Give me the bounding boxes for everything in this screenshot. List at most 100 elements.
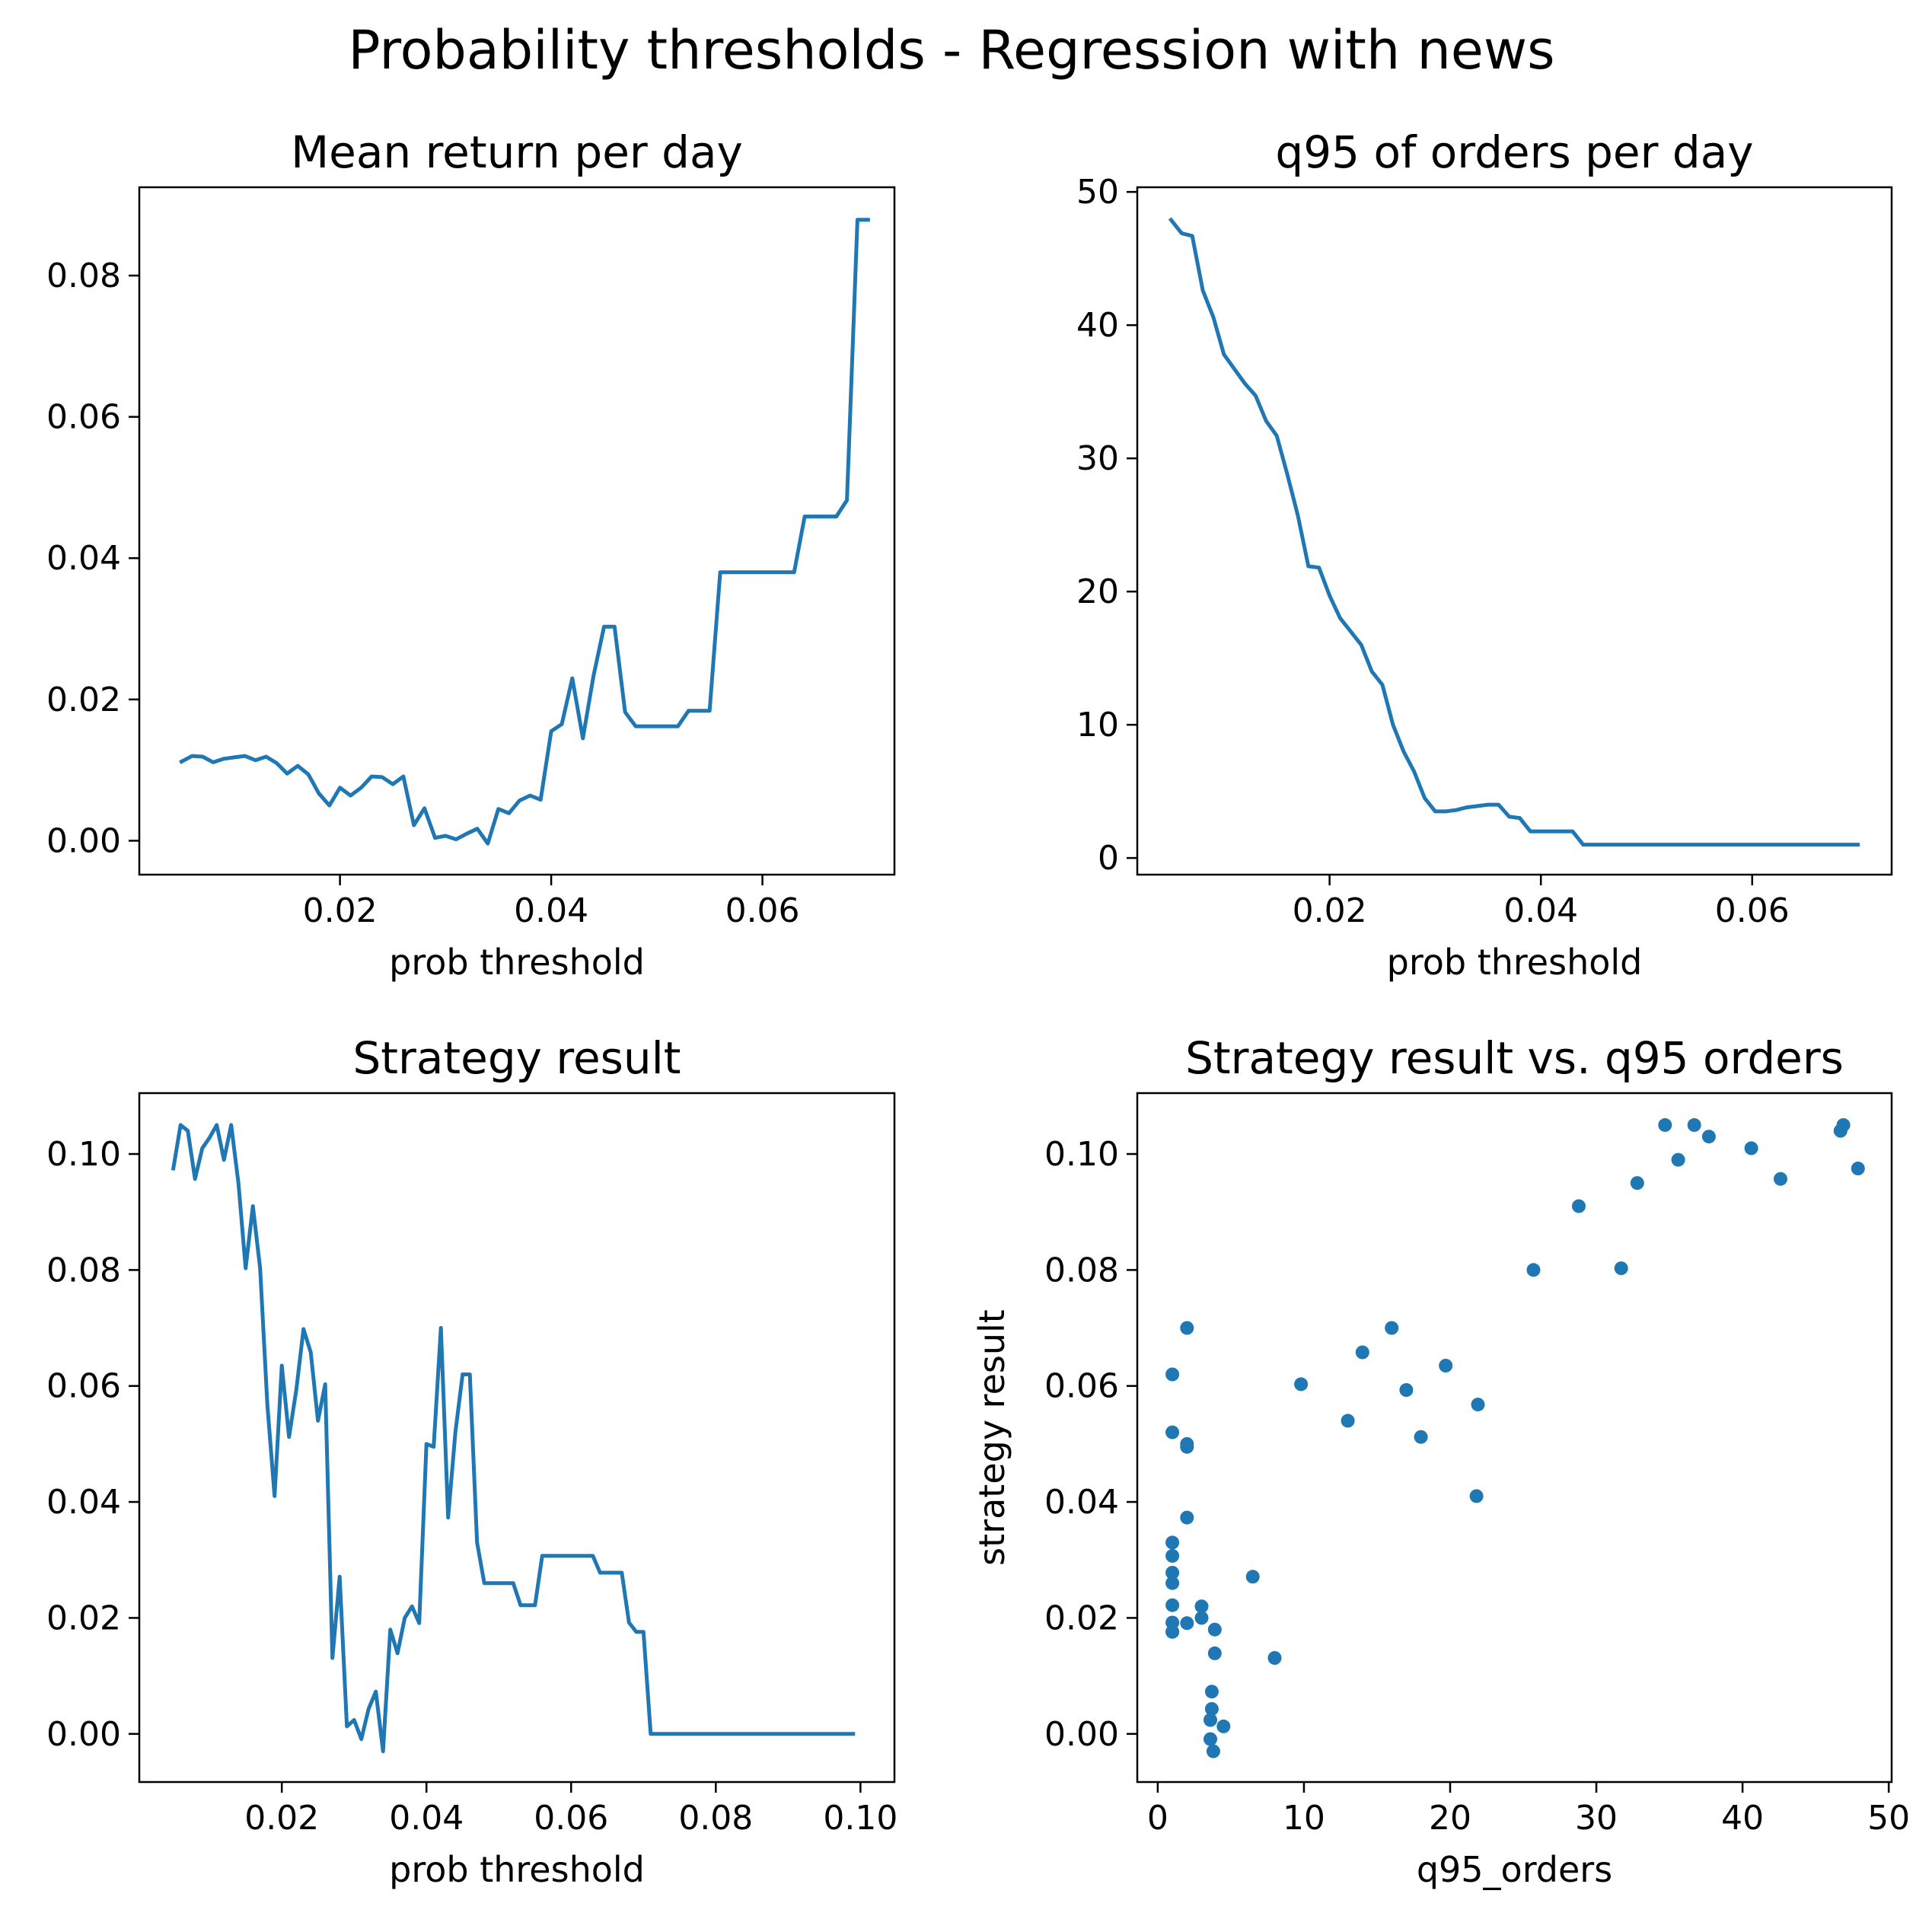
y-tick-label: 40 bbox=[1076, 306, 1119, 345]
scatter-point bbox=[1216, 1719, 1231, 1733]
scatter-point bbox=[1614, 1261, 1628, 1276]
x-tick-label: 10 bbox=[1283, 1799, 1325, 1838]
scatter-point bbox=[1341, 1414, 1355, 1428]
y-tick-label: 50 bbox=[1076, 173, 1119, 212]
chart-title: Strategy result bbox=[352, 1032, 681, 1084]
x-axis-label: prob threshold bbox=[1387, 942, 1643, 983]
scatter-point bbox=[1207, 1622, 1222, 1637]
x-tick-label: 40 bbox=[1721, 1799, 1764, 1838]
scatter-point bbox=[1671, 1152, 1685, 1167]
x-tick-label: 0.10 bbox=[823, 1799, 897, 1838]
y-tick-label: 30 bbox=[1076, 439, 1119, 478]
y-tick-label: 0.06 bbox=[46, 1367, 121, 1406]
scatter-point bbox=[1165, 1425, 1180, 1439]
x-tick-label: 0.04 bbox=[1503, 891, 1578, 930]
scatter-point bbox=[1526, 1263, 1541, 1277]
scatter-point bbox=[1206, 1744, 1220, 1758]
y-tick-label: 0.02 bbox=[46, 1599, 121, 1637]
series-line bbox=[1168, 217, 1860, 847]
y-tick-label: 0.00 bbox=[46, 821, 121, 860]
x-tick-label: 0.06 bbox=[534, 1799, 608, 1838]
scatter-point bbox=[1194, 1611, 1209, 1625]
chart-q95-orders: q95 of orders per day 0.02 0.04 0.06 0 10 20 30… bbox=[1076, 126, 1893, 983]
x-tick-label: 30 bbox=[1575, 1799, 1618, 1838]
x-tick-label: 0.04 bbox=[514, 891, 588, 930]
scatter-point bbox=[1180, 1616, 1194, 1631]
scatter-point bbox=[1165, 1624, 1180, 1639]
y-tick-label: 0.08 bbox=[46, 1251, 121, 1290]
x-tick-label: 0.02 bbox=[244, 1799, 319, 1838]
y-tick-label: 0.00 bbox=[1044, 1715, 1119, 1754]
x-tick-label: 0.02 bbox=[1293, 891, 1367, 930]
y-tick-label: 20 bbox=[1076, 572, 1119, 611]
y-tick-label: 0.04 bbox=[46, 539, 121, 578]
scatter-point bbox=[1180, 1321, 1194, 1335]
chart-mean-return: Mean return per day 0.02 0.04 0.06 0.00 0.02 0… bbox=[46, 126, 896, 983]
scatter-point bbox=[1204, 1685, 1219, 1699]
x-axis-label: prob threshold bbox=[389, 1849, 645, 1890]
y-tick-label: 0.06 bbox=[1044, 1367, 1119, 1406]
scatter-point bbox=[1165, 1367, 1180, 1382]
y-tick-label: 0.04 bbox=[46, 1483, 121, 1522]
y-tick-label: 0.08 bbox=[1044, 1251, 1119, 1290]
scatter-point bbox=[1180, 1510, 1194, 1525]
y-tick-label: 0.04 bbox=[1044, 1483, 1119, 1522]
axes-frame bbox=[1136, 1092, 1893, 1784]
y-axis-label: strategy result bbox=[971, 1309, 1012, 1566]
series-line bbox=[171, 1123, 856, 1754]
scatter-point bbox=[1355, 1345, 1369, 1360]
x-tick-label: 0.06 bbox=[725, 891, 800, 930]
chart-strategy-result: Strategy result 0.02 0.04 0.06 0.08 0.10 0.00 0… bbox=[46, 1032, 897, 1890]
axes-frame bbox=[138, 186, 896, 876]
scatter-point bbox=[1687, 1117, 1701, 1132]
scatter-point bbox=[1165, 1576, 1180, 1590]
scatter-point bbox=[1165, 1535, 1180, 1550]
figure-title: Probability thresholds - Regression with… bbox=[348, 19, 1554, 81]
scatter-point bbox=[1851, 1162, 1865, 1175]
x-tick-label: 0.08 bbox=[678, 1799, 753, 1838]
scatter-point bbox=[1294, 1377, 1309, 1392]
chart-title: Strategy result vs. q95 orders bbox=[1185, 1032, 1844, 1084]
x-tick-label: 0 bbox=[1147, 1799, 1168, 1838]
scatter-point bbox=[1701, 1130, 1716, 1144]
scatter-point bbox=[1180, 1439, 1194, 1454]
scatter-point bbox=[1630, 1176, 1644, 1191]
scatter-point bbox=[1267, 1651, 1282, 1665]
series-line bbox=[179, 218, 870, 846]
scatter-point bbox=[1165, 1548, 1180, 1563]
y-tick-label: 0.02 bbox=[46, 681, 121, 719]
scatter-point bbox=[1194, 1599, 1209, 1614]
y-tick-label: 0.02 bbox=[1044, 1599, 1119, 1637]
x-tick-label: 20 bbox=[1429, 1799, 1471, 1838]
scatter-point bbox=[1245, 1570, 1260, 1584]
scatter-point bbox=[1471, 1398, 1485, 1412]
scatter-point bbox=[1414, 1430, 1428, 1444]
x-tick-label: 0.02 bbox=[303, 891, 378, 930]
scatter-point bbox=[1658, 1117, 1672, 1132]
y-tick-label: 0.10 bbox=[46, 1135, 121, 1174]
axes-frame bbox=[138, 1092, 896, 1784]
chart-title: Mean return per day bbox=[291, 126, 743, 178]
scatter-point bbox=[1204, 1713, 1217, 1727]
scatter-point bbox=[1207, 1646, 1222, 1660]
scatter-point bbox=[1833, 1124, 1848, 1138]
scatter-point bbox=[1774, 1172, 1787, 1186]
scatter-point bbox=[1385, 1321, 1399, 1335]
scatter-point bbox=[1399, 1383, 1414, 1397]
axes-frame bbox=[1136, 186, 1893, 876]
scatter-point bbox=[1165, 1598, 1180, 1612]
scatter-point bbox=[1165, 1566, 1180, 1580]
scatter-point bbox=[1744, 1141, 1758, 1156]
chart-strategy-vs-q95: Strategy result vs. q95 orders 0 10 20 30 40 5… bbox=[971, 1032, 1910, 1890]
scatter-point bbox=[1572, 1199, 1586, 1213]
y-tick-label: 10 bbox=[1076, 706, 1119, 744]
x-axis-label: prob threshold bbox=[389, 942, 645, 983]
chart-title: q95 of orders per day bbox=[1275, 126, 1753, 178]
y-tick-label: 0.00 bbox=[46, 1715, 121, 1754]
y-tick-label: 0.10 bbox=[1044, 1135, 1119, 1174]
scatter-point bbox=[1204, 1732, 1217, 1746]
scatter-point bbox=[1204, 1702, 1219, 1716]
y-tick-label: 0 bbox=[1098, 839, 1119, 878]
scatter-point bbox=[1469, 1489, 1484, 1503]
